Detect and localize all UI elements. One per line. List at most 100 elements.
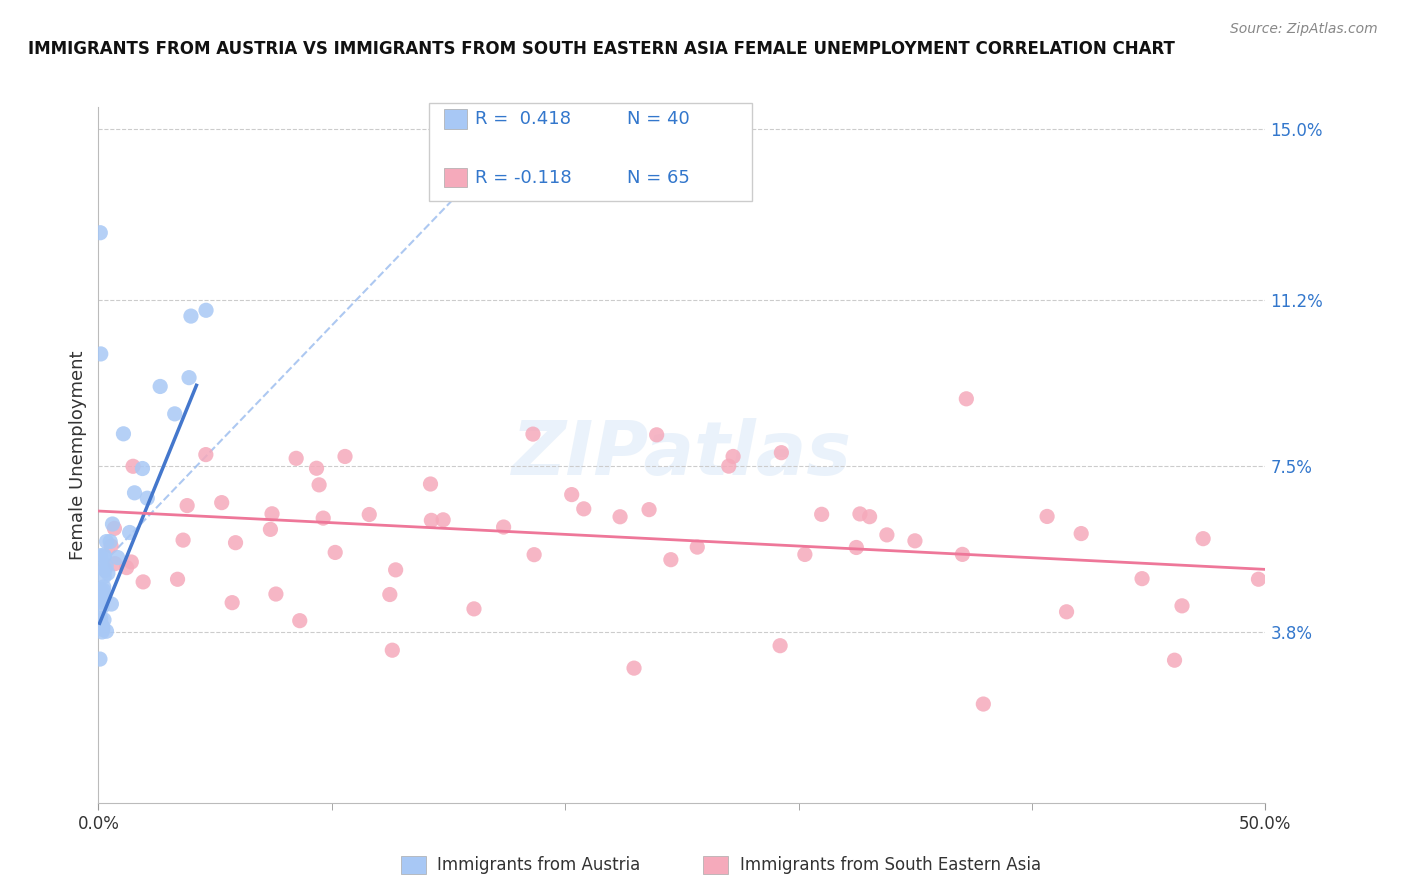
Point — [124, 485, 146, 500]
Point — [98, 534, 121, 549]
Point — [118, 525, 141, 540]
Point — [91, 583, 114, 598]
Point — [1163, 653, 1185, 667]
Point — [103, 521, 125, 535]
Point — [972, 697, 994, 711]
Point — [260, 507, 283, 521]
Point — [419, 477, 441, 491]
Point — [96, 534, 118, 549]
Point — [107, 550, 129, 565]
Point — [177, 370, 200, 384]
Point — [93, 560, 115, 574]
Point — [1130, 572, 1153, 586]
Point — [89, 582, 111, 597]
Point — [136, 491, 159, 506]
Point — [211, 495, 233, 509]
Point — [1247, 572, 1270, 586]
Point — [638, 502, 661, 516]
Point — [115, 560, 138, 574]
Point — [91, 600, 114, 615]
Point — [90, 617, 112, 632]
Point — [163, 407, 186, 421]
Point — [308, 478, 330, 492]
Point — [166, 572, 188, 586]
Point — [623, 661, 645, 675]
Point — [955, 392, 977, 406]
Point — [312, 511, 335, 525]
Point — [100, 539, 122, 553]
Point — [1056, 605, 1078, 619]
Text: Immigrants from South Eastern Asia: Immigrants from South Eastern Asia — [740, 856, 1040, 874]
Text: IMMIGRANTS FROM AUSTRIA VS IMMIGRANTS FROM SOUTH EASTERN ASIA FEMALE UNEMPLOYMEN: IMMIGRANTS FROM AUSTRIA VS IMMIGRANTS FR… — [28, 40, 1175, 58]
Point — [194, 448, 217, 462]
Y-axis label: Female Unemployment: Female Unemployment — [69, 351, 87, 559]
Point — [359, 508, 381, 522]
Point — [492, 520, 515, 534]
Point — [432, 513, 454, 527]
Point — [97, 566, 120, 581]
Text: N = 40: N = 40 — [627, 110, 690, 128]
Point — [225, 535, 247, 549]
Point — [112, 426, 135, 441]
Point — [609, 509, 631, 524]
Point — [90, 591, 112, 606]
Text: Source: ZipAtlas.com: Source: ZipAtlas.com — [1230, 22, 1378, 37]
Point — [132, 574, 155, 589]
Point — [1192, 532, 1215, 546]
Point — [264, 587, 287, 601]
Point — [91, 624, 114, 639]
Point — [522, 427, 544, 442]
Point — [721, 450, 744, 464]
Point — [180, 309, 202, 323]
Point — [93, 548, 115, 562]
Point — [1070, 526, 1092, 541]
Point — [333, 450, 356, 464]
Point — [686, 540, 709, 554]
Point — [176, 499, 198, 513]
Point — [90, 347, 112, 361]
Point — [96, 624, 118, 639]
Point — [100, 597, 122, 611]
Point — [195, 303, 218, 318]
Point — [104, 557, 127, 571]
Point — [420, 513, 443, 527]
Text: R = -0.118: R = -0.118 — [475, 169, 572, 186]
Point — [91, 587, 114, 601]
Point — [323, 545, 346, 559]
Text: R =  0.418: R = 0.418 — [475, 110, 571, 128]
Point — [259, 522, 281, 536]
Point — [1036, 509, 1059, 524]
Point — [463, 602, 485, 616]
Point — [94, 563, 117, 577]
Point — [952, 547, 974, 561]
Point — [96, 558, 118, 573]
Point — [810, 508, 832, 522]
Text: ZIPatlas: ZIPatlas — [512, 418, 852, 491]
Point — [793, 548, 815, 562]
Point — [1171, 599, 1194, 613]
Point — [645, 427, 668, 442]
Point — [89, 226, 111, 240]
Point — [131, 461, 153, 475]
Point — [770, 445, 793, 459]
Point — [122, 459, 145, 474]
Point — [91, 623, 114, 637]
Point — [89, 652, 111, 666]
Point — [381, 643, 404, 657]
Point — [845, 541, 868, 555]
Point — [572, 501, 595, 516]
Point — [305, 461, 328, 475]
Point — [849, 507, 872, 521]
Point — [93, 569, 115, 583]
Point — [769, 639, 792, 653]
Point — [876, 528, 898, 542]
Point — [120, 555, 142, 569]
Text: N = 65: N = 65 — [627, 169, 690, 186]
Point — [717, 459, 740, 474]
Point — [90, 592, 112, 607]
Point — [523, 548, 546, 562]
Point — [378, 587, 401, 601]
Point — [90, 595, 112, 609]
Point — [93, 580, 115, 594]
Point — [149, 379, 172, 393]
